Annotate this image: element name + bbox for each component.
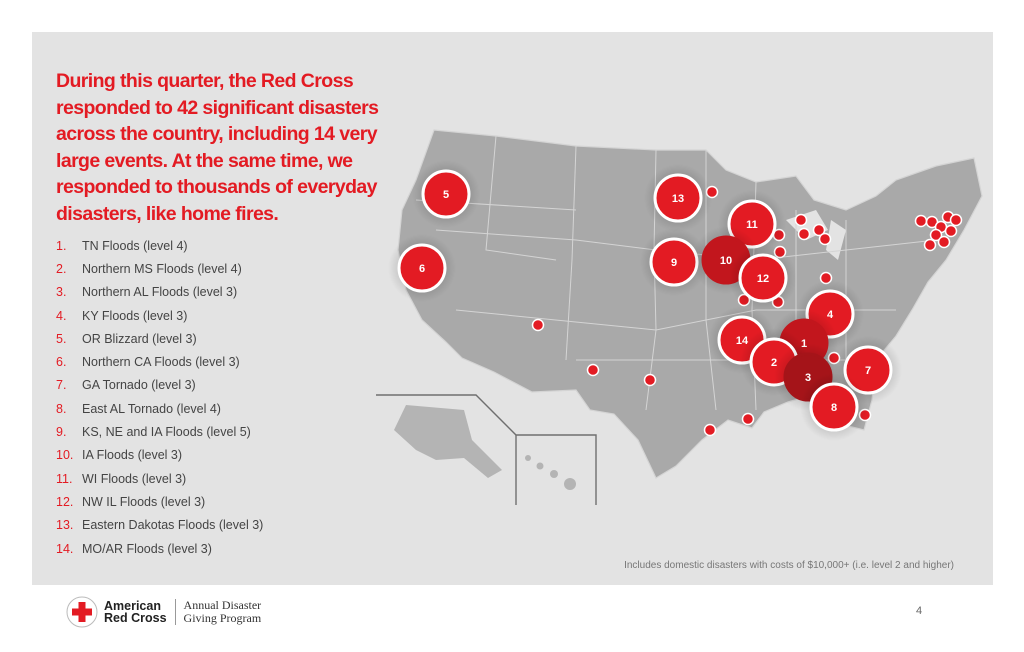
list-number: 13. bbox=[56, 518, 74, 533]
list-number: 7. bbox=[56, 378, 67, 393]
marker-2-label: 2 bbox=[771, 357, 777, 369]
program-line-2: Giving Program bbox=[183, 611, 262, 625]
marker-12: 12 bbox=[729, 244, 797, 312]
list-label: Northern AL Floods (level 3) bbox=[82, 285, 238, 300]
list-label: MO/AR Floods (level 3) bbox=[82, 541, 212, 556]
small-marker bbox=[949, 213, 963, 227]
small-marker bbox=[586, 363, 600, 377]
list-number: 8. bbox=[56, 401, 67, 416]
list-number: 12. bbox=[56, 494, 74, 509]
small-marker bbox=[794, 213, 808, 227]
hawaii-islands bbox=[525, 455, 576, 490]
red-cross-logo: American Red Cross Annual Disaster Givin… bbox=[66, 596, 261, 628]
footnote: Includes domestic disasters with costs o… bbox=[624, 560, 954, 571]
marker-8-label: 8 bbox=[831, 402, 837, 414]
list-item: 4. KY Floods (level 3) bbox=[56, 304, 263, 327]
marker-3-label: 3 bbox=[805, 372, 811, 384]
small-marker bbox=[914, 214, 928, 228]
list-item: 6. Northern CA Floods (level 3) bbox=[56, 350, 263, 373]
marker-10-label: 10 bbox=[720, 255, 732, 267]
marker-5-label: 5 bbox=[443, 189, 449, 201]
disaster-list: 1. TN Floods (level 4) 2. Northern MS Floo… bbox=[56, 234, 263, 560]
marker-12-label: 12 bbox=[757, 273, 769, 285]
list-item: 1. TN Floods (level 4) bbox=[56, 234, 263, 257]
brand-line-2: Red Cross bbox=[104, 611, 167, 625]
marker-11-label: 11 bbox=[746, 219, 758, 231]
marker-7-label: 7 bbox=[865, 365, 871, 377]
logo-divider bbox=[174, 599, 176, 625]
small-marker bbox=[944, 224, 958, 238]
list-label: OR Blizzard (level 3) bbox=[82, 331, 197, 346]
list-item: 7. GA Tornado (level 3) bbox=[56, 374, 263, 397]
brand-name: American Red Cross bbox=[104, 599, 167, 625]
list-label: KY Floods (level 3) bbox=[82, 308, 188, 323]
list-label: East AL Tornado (level 4) bbox=[82, 401, 221, 416]
list-item: 14. MO/AR Floods (level 3) bbox=[56, 537, 263, 560]
list-number: 9. bbox=[56, 425, 67, 440]
marker-4-label: 4 bbox=[827, 309, 834, 321]
list-number: 11. bbox=[56, 471, 73, 486]
list-label: GA Tornado (level 3) bbox=[82, 378, 196, 393]
marker-9-label: 9 bbox=[671, 257, 677, 269]
marker-8: 8 bbox=[800, 373, 868, 441]
program-name: Annual Disaster Giving Program bbox=[184, 599, 262, 625]
list-number: 6. bbox=[56, 355, 67, 370]
red-cross-icon bbox=[66, 596, 98, 628]
list-item: 9. KS, NE and IA Floods (level 5) bbox=[56, 420, 263, 443]
list-item: 8. East AL Tornado (level 4) bbox=[56, 397, 263, 420]
marker-5: 5 bbox=[412, 160, 480, 228]
small-marker bbox=[937, 235, 951, 249]
alaska-shape bbox=[394, 405, 502, 478]
large-markers: 5 13 11 6 9 10 12 4 14 1 2 3 7 8 bbox=[388, 160, 902, 441]
us-disaster-map: 5 13 11 6 9 10 12 4 14 1 2 3 7 8 bbox=[376, 129, 983, 505]
small-marker bbox=[797, 227, 811, 241]
list-item: 5. OR Blizzard (level 3) bbox=[56, 327, 263, 350]
small-marker bbox=[703, 423, 717, 437]
list-number: 3. bbox=[56, 285, 67, 300]
list-number: 5. bbox=[56, 331, 67, 346]
list-number: 10. bbox=[56, 448, 74, 463]
inset-divider bbox=[376, 394, 597, 505]
headline: During this quarter, the Red Cross respo… bbox=[56, 70, 379, 225]
list-number: 2. bbox=[56, 261, 67, 276]
list-item: 2. Northern MS Floods (level 4) bbox=[56, 257, 263, 280]
marker-13-label: 13 bbox=[672, 193, 684, 205]
marker-13: 13 bbox=[644, 164, 712, 232]
page-number: 4 bbox=[916, 605, 923, 617]
list-number: 14. bbox=[56, 541, 74, 556]
small-marker bbox=[923, 238, 937, 252]
marker-6: 6 bbox=[388, 234, 456, 302]
brand-line-1: American bbox=[104, 599, 161, 613]
marker-6-label: 6 bbox=[419, 263, 425, 275]
list-item: 10. IA Floods (level 3) bbox=[56, 444, 263, 467]
small-marker bbox=[531, 318, 545, 332]
small-marker bbox=[929, 228, 943, 242]
small-marker bbox=[741, 412, 755, 426]
list-label: Eastern Dakotas Floods (level 3) bbox=[82, 518, 264, 533]
list-item: 3. Northern AL Floods (level 3) bbox=[56, 281, 263, 304]
list-label: KS, NE and IA Floods (level 5) bbox=[82, 425, 251, 440]
list-item: 12. NW IL Floods (level 3) bbox=[56, 490, 263, 513]
list-item: 13. Eastern Dakotas Floods (level 3) bbox=[56, 514, 263, 537]
list-label: NW IL Floods (level 3) bbox=[82, 494, 206, 509]
small-marker bbox=[812, 223, 826, 237]
marker-11: 11 bbox=[718, 190, 786, 258]
list-label: WI Floods (level 3) bbox=[82, 471, 187, 486]
small-marker bbox=[818, 232, 832, 246]
list-number: 1. bbox=[56, 238, 67, 253]
list-label: IA Floods (level 3) bbox=[82, 448, 183, 463]
small-marker bbox=[643, 373, 657, 387]
program-line-1: Annual Disaster bbox=[183, 598, 262, 612]
list-label: Northern MS Floods (level 4) bbox=[82, 261, 242, 276]
list-label: TN Floods (level 4) bbox=[82, 238, 188, 253]
list-label: Northern CA Floods (level 3) bbox=[82, 355, 240, 370]
list-item: 11. WI Floods (level 3) bbox=[56, 467, 263, 490]
list-number: 4. bbox=[56, 308, 67, 323]
